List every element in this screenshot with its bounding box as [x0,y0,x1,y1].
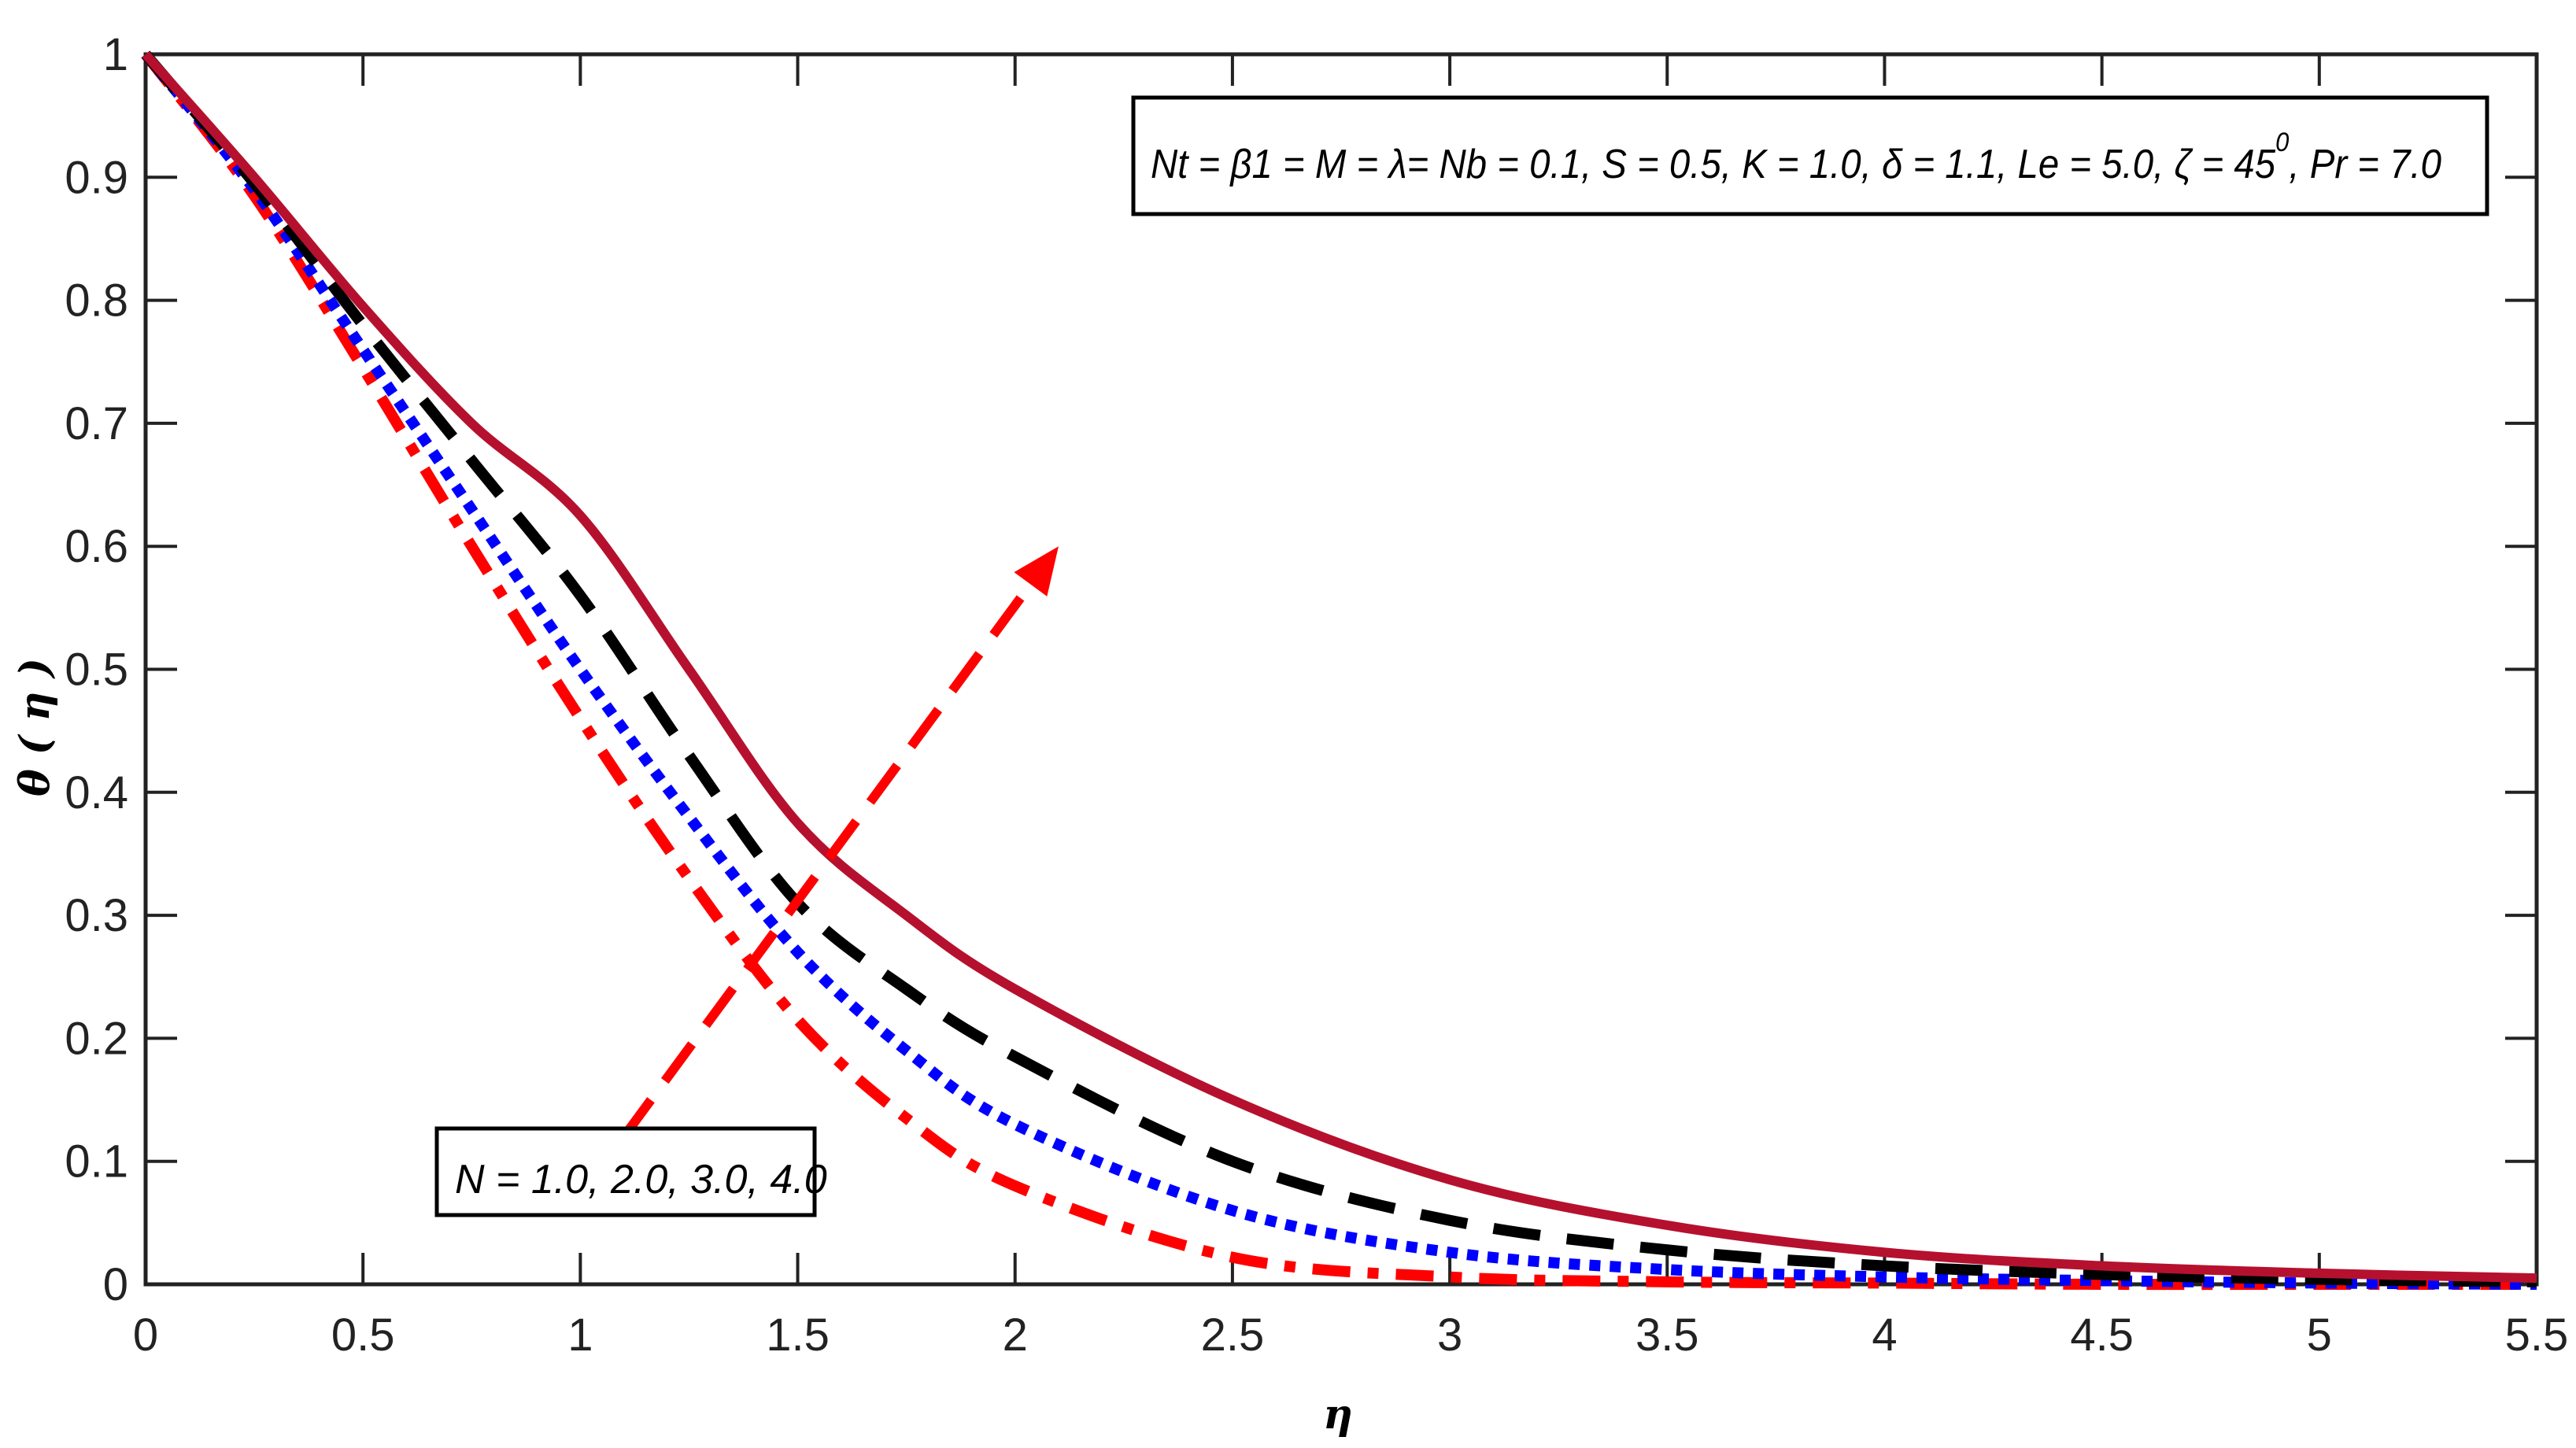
y-tick-label: 0.8 [65,275,128,327]
curve-n-3-0 [141,50,2537,1287]
params-legend-tail: , Pr = 7.0 [2289,142,2441,187]
axis-ticks: 0 0.5 1 1.5 2 2.5 3 3.5 4 4.5 5 5.5 0 0.1 0.2 0.3 0.4 0.5… [65,29,2568,1361]
y-tick-label: 0.9 [65,152,128,203]
x-tick-label: 5.5 [2505,1309,2569,1361]
y-tick-label: 0.5 [65,645,128,696]
svg-text:Nt = β1 = M = λ= Nb = 0.1, S =: Nt = β1 = M = λ= Nb = 0.1, S = 0.5, K = … [1151,127,2441,187]
y-tick-label: 0.3 [65,890,128,941]
params-legend-box: Nt = β1 = M = λ= Nb = 0.1, S = 0.5, K = … [1131,95,2489,216]
x-tick-label: 0.5 [331,1309,395,1361]
plot-area [143,52,2539,1287]
y-tick-label: 1 [103,29,128,80]
n-legend-box: N = 1.0, 2.0, 3.0, 4.0 [434,1126,827,1217]
x-tick-label: 3 [1437,1309,1462,1361]
curves [141,50,2537,1291]
x-tick-label: 2 [1003,1309,1028,1361]
curve-n-1-0 [141,50,2537,1291]
x-tick-label: 3.5 [1635,1309,1699,1361]
y-tick-label: 0 [103,1259,128,1310]
params-legend-text: Nt = β1 = M = λ= Nb = 0.1, S = 0.5, K = … [1151,142,2276,187]
n-legend-text: N = 1.0, 2.0, 3.0, 4.0 [455,1157,827,1202]
y-axis-label: θ ( η ) [11,658,59,796]
x-tick-label: 5 [2307,1309,2332,1361]
axes-frame [143,52,2539,1287]
x-tick-label: 4.5 [2070,1309,2134,1361]
trend-arrow [619,546,1059,1140]
y-tick-label: 0.4 [65,767,128,818]
params-legend-superscript: 0 [2275,127,2289,157]
x-tick-label: 4 [1872,1309,1897,1361]
curve-n-4-0 [142,51,2537,1284]
y-tick-label: 0.6 [65,521,128,572]
arrow-shaft [619,581,1035,1140]
y-tick-label: 0.7 [65,398,128,449]
y-tick-label: 0.1 [65,1136,128,1188]
x-tick-label: 1.5 [766,1309,830,1361]
x-tick-label: 1 [567,1309,593,1361]
arrow-head-icon [1014,546,1059,597]
x-tick-label: 0 [133,1309,158,1361]
y-tick-label: 0.2 [65,1013,128,1064]
x-axis-label: η [1323,1391,1353,1439]
curve-n-2-0 [141,50,2537,1290]
x-tick-label: 2.5 [1201,1309,1265,1361]
